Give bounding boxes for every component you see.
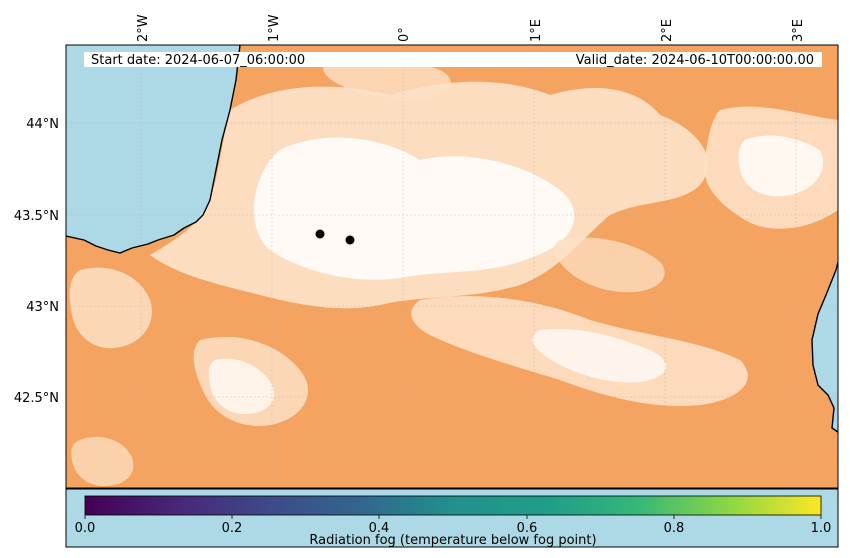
lat-tick-label: 43°N [26, 300, 59, 315]
mediterranean-coastline [811, 261, 838, 433]
start-date-label: Start date: 2024-06-07_06:00:00 [91, 53, 305, 68]
colorbar-tick-label: 0.2 [222, 521, 243, 536]
valid-date-label: Valid_date: 2024-06-10T00:00:00.00 [576, 53, 814, 68]
lon-tick-label: 1°W [267, 14, 282, 42]
lon-tick-label: 0° [397, 27, 412, 42]
marker-point-2 [345, 235, 355, 245]
colorbar-label: Radiation fog (temperature below fog poi… [309, 533, 596, 548]
colorbar-tick-marks [84, 515, 822, 519]
colorbar-gradient [84, 495, 822, 516]
colorbar-tick-label: 0.8 [664, 521, 685, 536]
lat-tick-label: 43.5°N [14, 209, 59, 224]
lon-tick-label: 1°E [529, 19, 544, 42]
lon-tick-label: 2°E [660, 19, 675, 42]
atlantic-coastline [66, 45, 241, 254]
lon-tick-label: 2°W [136, 14, 151, 42]
colorbar-tick-label: 0.4 [369, 521, 390, 536]
info-box [84, 52, 822, 67]
map-frame [65, 44, 839, 489]
colorbar-tick-label: 1.0 [811, 521, 832, 536]
gridlines [66, 45, 838, 488]
fog-probability-light-areas [69, 56, 838, 486]
lat-tick-label: 42.5°N [14, 391, 59, 406]
colorbar-tick-label: 0.0 [75, 521, 96, 536]
lon-tick-label: 3°E [791, 19, 806, 42]
marker-point-1 [315, 229, 325, 239]
colorbar-tick-label: 0.6 [517, 521, 538, 536]
lat-tick-label: 44°N [26, 117, 59, 132]
